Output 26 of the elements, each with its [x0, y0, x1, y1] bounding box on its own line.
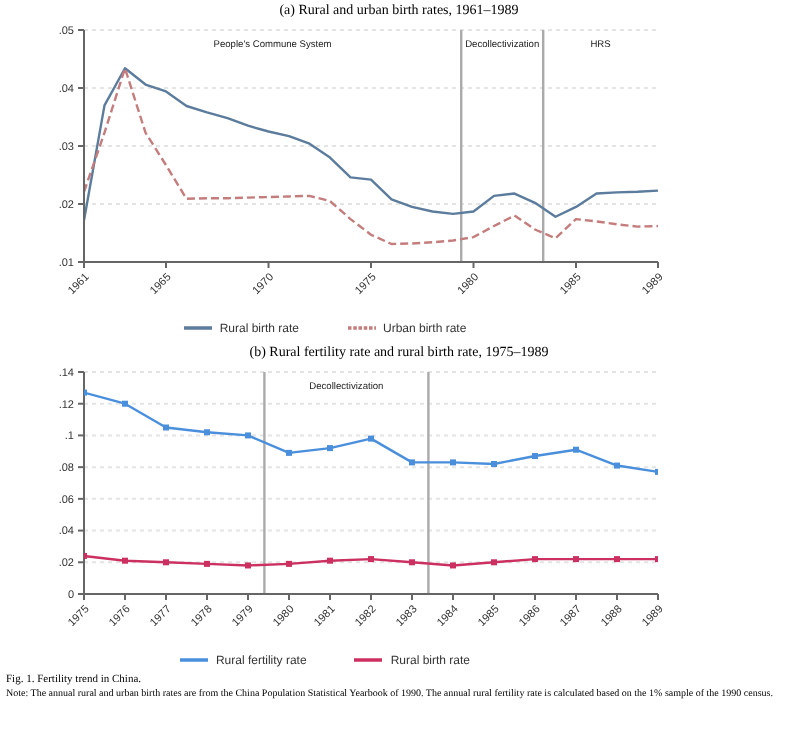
point — [532, 556, 538, 563]
point — [327, 557, 333, 564]
point — [245, 562, 251, 569]
point — [163, 559, 169, 566]
point — [532, 453, 538, 460]
line-series — [84, 389, 658, 475]
point — [368, 556, 374, 563]
point — [286, 560, 292, 567]
point — [409, 459, 415, 466]
point — [245, 432, 251, 439]
point — [450, 562, 456, 569]
point — [122, 400, 128, 407]
point — [122, 557, 128, 564]
point — [614, 462, 620, 469]
point — [573, 556, 579, 563]
point — [286, 449, 292, 456]
point — [204, 429, 210, 436]
point — [614, 556, 620, 563]
point — [327, 445, 333, 452]
point — [409, 559, 415, 566]
point — [204, 560, 210, 567]
point — [491, 559, 497, 566]
point — [573, 446, 579, 453]
point — [163, 424, 169, 431]
point — [450, 459, 456, 466]
point — [368, 435, 374, 442]
